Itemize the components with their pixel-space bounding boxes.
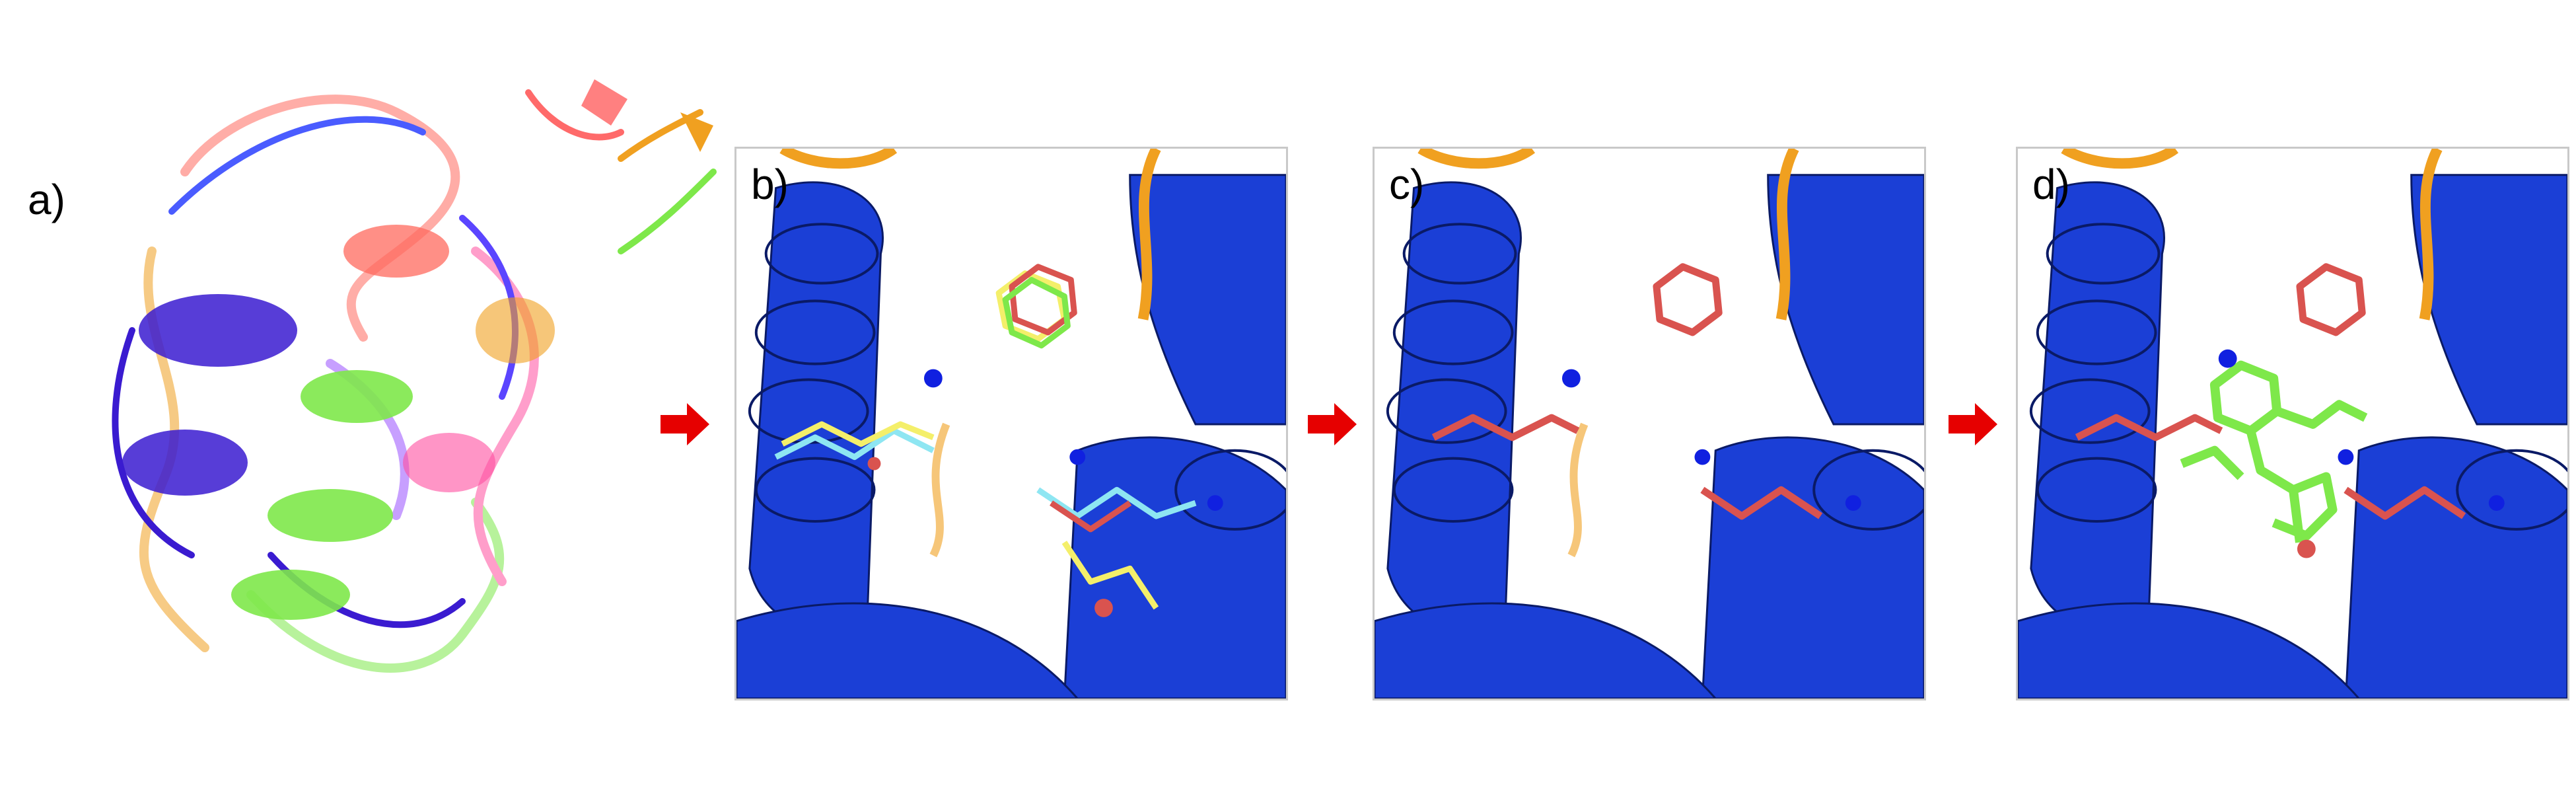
- panel-b: b): [734, 147, 1288, 700]
- right-arrow-icon: [1949, 403, 1997, 445]
- panel-d: d): [2016, 147, 2569, 700]
- panel-label-c: c): [1389, 161, 1425, 208]
- right-arrow-icon: [1308, 403, 1357, 445]
- consensus-binding-site-image: [1375, 149, 1924, 699]
- right-arrow-icon: [661, 403, 709, 445]
- binding-site-ensemble-image: [736, 149, 1286, 699]
- panel-label-d: d): [2032, 161, 2070, 208]
- panel-label-a: a): [28, 176, 65, 223]
- docked-ligand-image: [2018, 149, 2567, 699]
- protein-overlay-image: [112, 79, 717, 673]
- panel-c: c): [1373, 147, 1926, 700]
- panel-label-b: b): [751, 161, 789, 208]
